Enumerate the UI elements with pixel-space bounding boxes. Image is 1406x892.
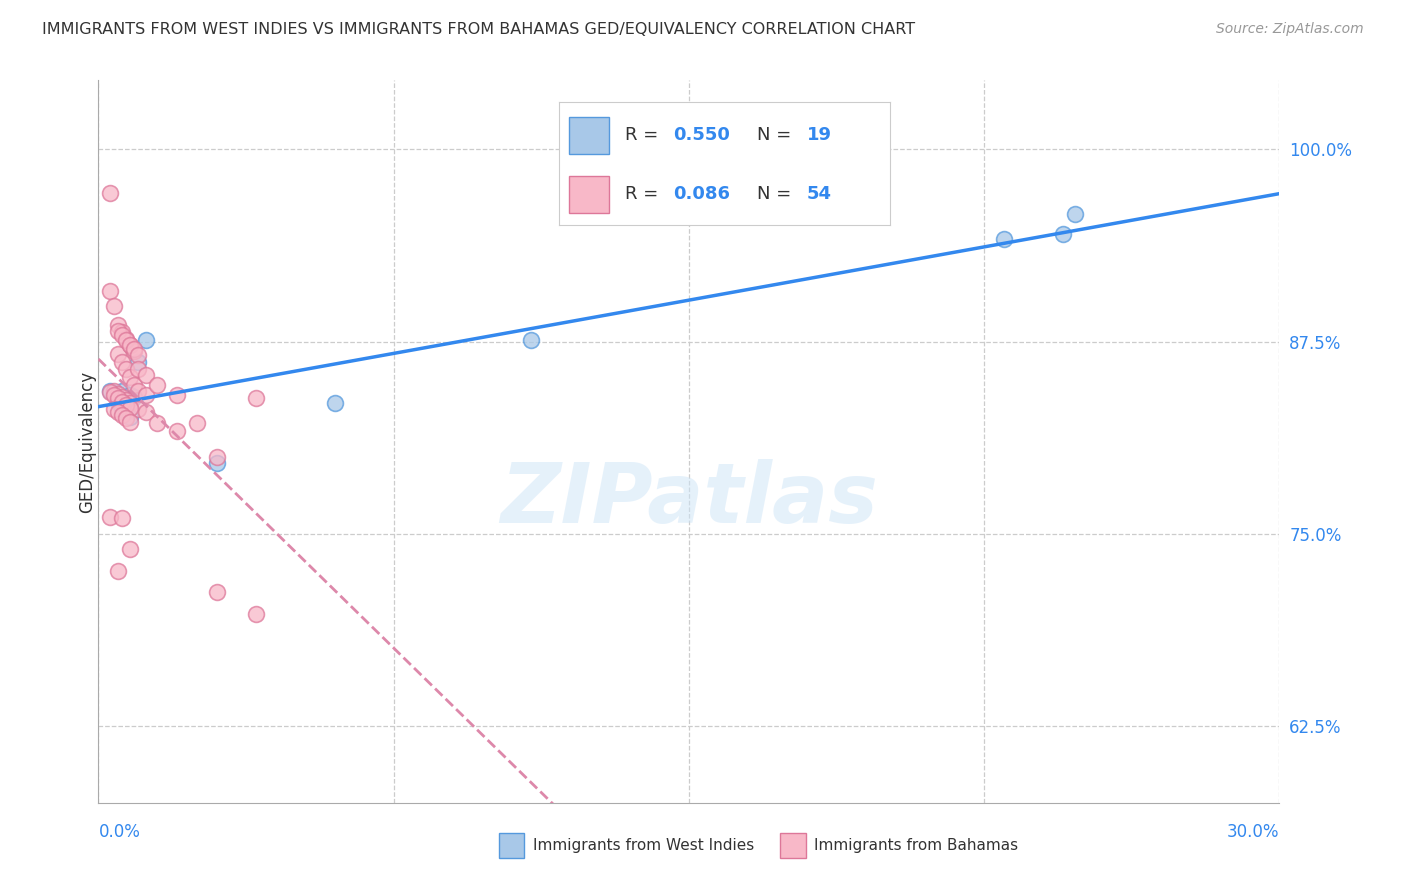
Point <box>118 370 141 384</box>
Text: 30.0%: 30.0% <box>1227 823 1279 841</box>
Text: 0.0%: 0.0% <box>98 823 141 841</box>
Point <box>993 232 1015 246</box>
Point <box>115 362 138 376</box>
Point <box>111 409 134 423</box>
Point <box>205 585 228 599</box>
Point <box>245 607 267 621</box>
Point <box>98 384 121 398</box>
Point <box>118 337 141 351</box>
Point <box>111 511 134 525</box>
Point <box>115 392 138 407</box>
Point <box>98 284 121 298</box>
Point <box>146 377 169 392</box>
Point <box>122 343 145 358</box>
Point <box>127 402 149 417</box>
Point <box>127 384 149 398</box>
Point <box>135 368 157 383</box>
Point <box>135 405 157 419</box>
Point <box>127 354 149 368</box>
Point <box>166 424 188 438</box>
Point <box>127 348 149 362</box>
Point <box>118 401 141 415</box>
Point <box>186 416 208 430</box>
Point <box>127 362 149 376</box>
Point <box>115 333 138 347</box>
Point <box>118 415 141 429</box>
Point <box>111 402 134 417</box>
Text: ZIPatlas: ZIPatlas <box>501 458 877 540</box>
Point <box>111 390 134 404</box>
Point <box>107 387 129 401</box>
Point <box>111 394 134 409</box>
Point <box>118 337 141 351</box>
Point <box>103 388 125 402</box>
Point <box>98 186 121 200</box>
Point <box>166 388 188 402</box>
Point <box>118 409 141 424</box>
Point <box>107 564 129 578</box>
Point <box>98 385 121 400</box>
Point <box>118 388 141 402</box>
Point <box>205 450 228 464</box>
Point <box>111 384 134 398</box>
Point <box>115 398 138 412</box>
Point <box>107 347 129 361</box>
Point <box>111 326 134 340</box>
Point <box>107 394 129 409</box>
Point <box>135 333 157 347</box>
Point <box>245 392 267 406</box>
Point <box>146 416 169 430</box>
Point <box>107 324 129 338</box>
Point <box>103 299 125 313</box>
Point <box>115 332 138 346</box>
Point <box>111 398 134 412</box>
Point <box>103 384 125 398</box>
Point <box>115 392 138 406</box>
Point <box>115 405 138 419</box>
Point <box>1063 207 1085 221</box>
Point <box>135 388 157 402</box>
Point <box>107 318 129 332</box>
Point <box>111 354 134 368</box>
Point <box>520 333 543 347</box>
Point <box>1052 227 1074 241</box>
Y-axis label: GED/Equivalency: GED/Equivalency <box>79 370 96 513</box>
Point <box>107 392 129 406</box>
Point <box>107 405 129 419</box>
Text: Immigrants from West Indies: Immigrants from West Indies <box>533 838 754 853</box>
Point <box>323 396 346 410</box>
Point <box>118 542 141 557</box>
Point <box>122 377 145 392</box>
Point <box>118 396 141 410</box>
Point <box>205 456 228 470</box>
Text: IMMIGRANTS FROM WEST INDIES VS IMMIGRANTS FROM BAHAMAS GED/EQUIVALENCY CORRELATI: IMMIGRANTS FROM WEST INDIES VS IMMIGRANT… <box>42 22 915 37</box>
Point <box>98 509 121 524</box>
Point <box>122 343 145 357</box>
Point <box>115 411 138 425</box>
Text: Source: ZipAtlas.com: Source: ZipAtlas.com <box>1216 22 1364 37</box>
Point <box>103 402 125 417</box>
Point <box>111 328 134 343</box>
Point <box>107 387 129 401</box>
Point <box>122 390 145 404</box>
Text: Immigrants from Bahamas: Immigrants from Bahamas <box>814 838 1018 853</box>
